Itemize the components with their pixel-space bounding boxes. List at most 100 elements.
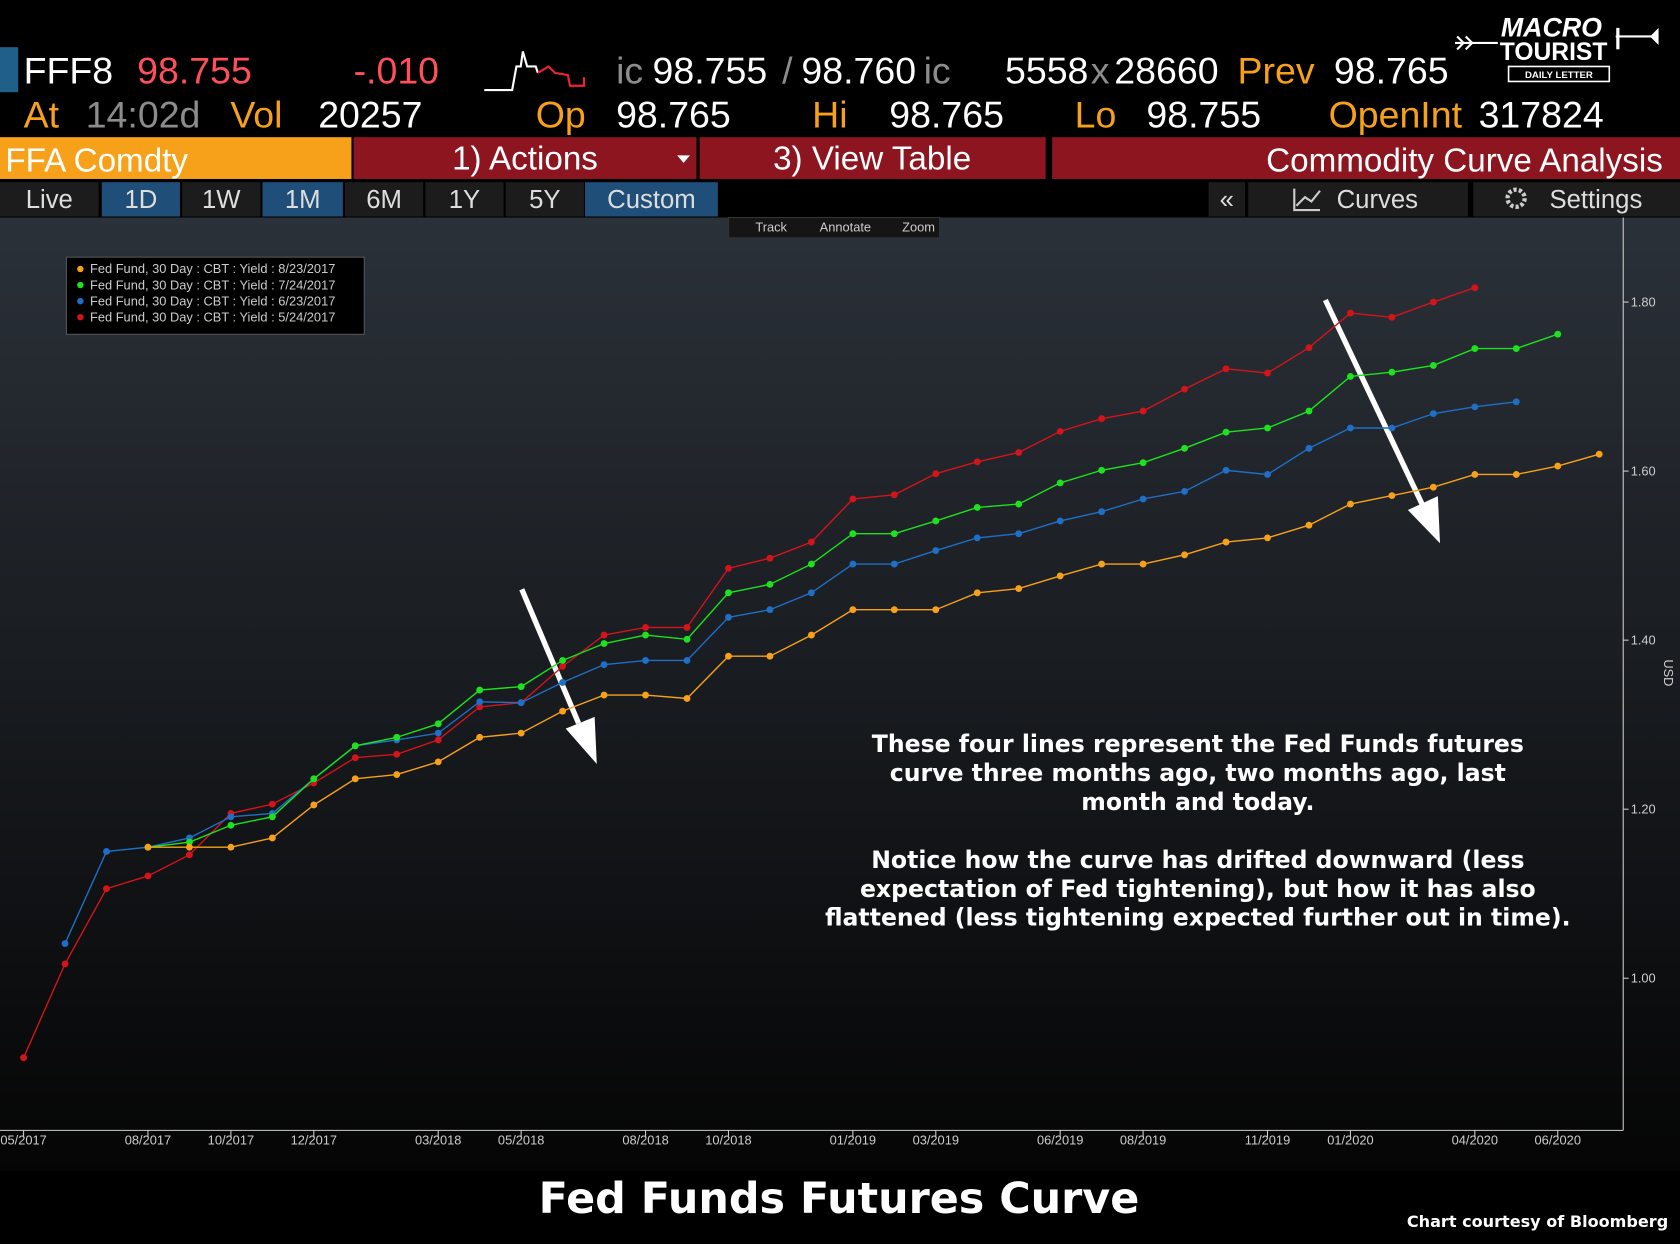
quote-field: 20257 <box>318 94 422 136</box>
data-point <box>393 750 401 758</box>
data-point <box>1471 345 1479 352</box>
toolbar-button-label[interactable]: « <box>1220 186 1234 214</box>
data-point <box>268 834 276 842</box>
quote-field: 98.755 <box>1146 94 1261 136</box>
security-label[interactable]: FFA Comdty <box>5 142 188 179</box>
annotation: expectation of Fed tightening), but how … <box>860 875 1536 903</box>
function-title-bar <box>1052 137 1680 179</box>
toolbar-button[interactable] <box>1473 182 1680 217</box>
chart-tool[interactable]: Track <box>755 219 787 234</box>
quote-field: 98.755 <box>653 50 768 92</box>
range-tab-label[interactable]: Live <box>26 186 73 214</box>
data-point <box>476 733 484 741</box>
data-point <box>1471 403 1479 411</box>
range-tab[interactable] <box>425 182 504 217</box>
quote-field: At <box>24 94 60 136</box>
annotation: flattened (less tightening expected furt… <box>825 904 1571 932</box>
data-point <box>1056 479 1064 487</box>
data-point <box>144 843 152 851</box>
data-point <box>1222 365 1230 373</box>
data-point <box>600 631 608 639</box>
y-tick-label: 1.60 <box>1631 463 1656 478</box>
data-point <box>849 606 857 614</box>
range-tab-label[interactable]: 1Y <box>449 186 480 214</box>
x-tick-label: 01/2019 <box>830 1132 876 1147</box>
range-tab[interactable] <box>0 182 99 217</box>
data-point <box>227 821 235 829</box>
function-title: Commodity Curve Analysis <box>1266 142 1663 179</box>
chart-tool[interactable]: Annotate <box>820 219 871 234</box>
data-point <box>1181 444 1188 452</box>
legend-swatch <box>77 265 84 273</box>
data-point <box>61 940 69 948</box>
data-point <box>1429 483 1437 491</box>
quote-field: 14:02d <box>86 94 201 136</box>
quote-field: / <box>782 50 793 92</box>
data-point <box>1305 344 1313 352</box>
data-point <box>1139 459 1147 467</box>
curves-icon <box>1293 188 1320 212</box>
data-point <box>1098 560 1106 568</box>
x-tick-label: 10/2017 <box>208 1132 254 1147</box>
range-tab-label[interactable]: 1W <box>202 186 241 214</box>
data-point <box>890 530 898 538</box>
data-point <box>393 771 401 778</box>
view-table-button[interactable] <box>699 137 1046 179</box>
range-tab[interactable] <box>585 182 718 217</box>
marker <box>0 47 19 93</box>
data-point <box>268 813 276 821</box>
data-point <box>517 729 525 737</box>
data-point <box>642 691 649 699</box>
data-point <box>849 560 857 568</box>
data-point <box>1181 385 1188 393</box>
data-point <box>1595 450 1603 458</box>
data-point <box>766 554 774 562</box>
range-tab[interactable] <box>182 182 261 217</box>
data-point <box>1015 500 1023 508</box>
quote-field: 98.765 <box>616 94 731 136</box>
x-tick-label: 08/2017 <box>125 1132 171 1147</box>
range-tab-label[interactable]: 1D <box>124 186 157 214</box>
dropdown-icon <box>677 155 690 163</box>
data-point <box>642 624 649 631</box>
y-tick-label: 1.20 <box>1631 801 1656 816</box>
annotation: These four lines represent the Fed Funds… <box>872 730 1524 758</box>
range-tab[interactable] <box>262 182 343 217</box>
toolbar-button-label[interactable]: Curves <box>1337 186 1418 214</box>
view-table-label[interactable]: 3) View Table <box>773 140 971 177</box>
legend-label: Fed Fund, 30 Day : CBT : Yield : 8/23/20… <box>90 261 335 276</box>
chart-title: Fed Funds Futures Curve <box>539 1174 1140 1224</box>
data-point <box>1305 521 1313 529</box>
range-tab[interactable] <box>101 182 180 217</box>
data-point <box>1264 369 1271 377</box>
actions-button[interactable] <box>353 137 697 179</box>
range-tab-label[interactable]: Custom <box>607 186 696 214</box>
legend <box>65 256 365 335</box>
data-point <box>61 960 69 968</box>
x-tick-label: 12/2017 <box>291 1132 337 1147</box>
data-point <box>559 678 567 686</box>
security-box[interactable] <box>0 137 352 179</box>
range-tab-label[interactable]: 5Y <box>529 186 560 214</box>
data-point <box>973 504 981 511</box>
range-tab[interactable] <box>345 182 424 217</box>
legend-swatch <box>77 313 84 321</box>
range-tab-label[interactable]: 6M <box>366 186 402 214</box>
actions-label[interactable]: 1) Actions <box>452 140 598 177</box>
data-point <box>393 733 401 741</box>
toolbar-button[interactable] <box>1208 182 1245 217</box>
data-point <box>725 564 732 572</box>
data-point <box>1181 487 1188 495</box>
data-point <box>1056 427 1064 435</box>
data-point <box>600 640 608 647</box>
toolbar-button[interactable] <box>1248 182 1468 217</box>
data-point <box>890 491 898 499</box>
quote-field: 28660 <box>1114 50 1218 92</box>
range-tab-label[interactable]: 1M <box>285 186 321 214</box>
chart-tool[interactable]: Zoom <box>902 219 935 234</box>
range-tab[interactable] <box>505 182 584 217</box>
series-line <box>147 453 1600 848</box>
quote-field: Op <box>536 94 586 136</box>
toolbar-button-label[interactable]: Settings <box>1549 186 1642 214</box>
